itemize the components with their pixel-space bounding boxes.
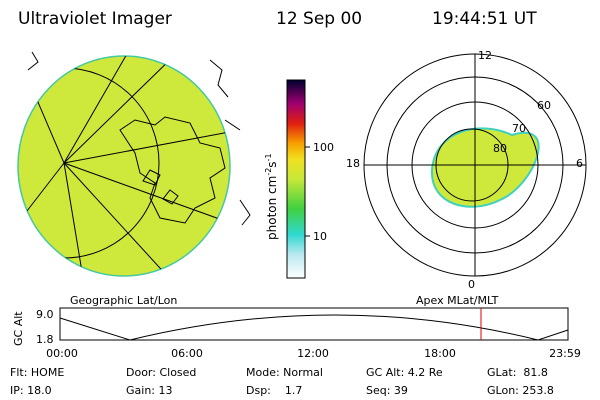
mlt-label: 12 — [478, 49, 492, 62]
x-tick-label: 06:00 — [171, 347, 203, 360]
lat-label: 60 — [537, 99, 551, 112]
panel-label: Geographic Lat/Lon — [70, 294, 177, 307]
unit-part: photon cm — [265, 176, 279, 240]
x-ticks: 00:00 06:00 12:00 18:00 23:59 — [46, 347, 581, 360]
panel-label: Apex MLat/MLT — [416, 294, 499, 307]
unit-exponent: -2 — [264, 168, 273, 176]
altitude-plot-frame — [59, 307, 569, 341]
status-field: GLat: 81.8 — [487, 366, 548, 379]
status-field: GLon: 253.8 — [487, 384, 554, 397]
status-field: Dsp: 1.7 — [246, 384, 302, 397]
status-field: GC Alt: 4.2 Re — [366, 366, 443, 379]
x-tick-label: 23:59 — [549, 347, 581, 360]
title: Ultraviolet Imager — [18, 9, 172, 29]
polar-grid — [363, 53, 587, 277]
colorbar-tick-label: 10 — [313, 230, 327, 243]
time: 19:44:51 UT — [432, 9, 537, 29]
date: 12 Sep 00 — [276, 9, 362, 29]
lat-label: 80 — [493, 142, 507, 155]
status-bar: Flt: HOME Door: Closed Mode: Normal GC Alt:… — [10, 366, 554, 397]
status-field: Flt: HOME — [10, 366, 64, 379]
y-axis-label: GC Alt — [12, 311, 25, 346]
status-field: Gain: 13 — [126, 384, 173, 397]
color-bar — [286, 79, 306, 279]
unit-part: s — [265, 161, 279, 167]
altitude-curve — [59, 314, 569, 341]
status-field: Mode: Normal — [246, 366, 323, 379]
unit-exponent: -1 — [264, 153, 273, 161]
mlt-label: 0 — [468, 278, 475, 291]
x-tick-label: 12:00 — [297, 347, 329, 360]
status-field: IP: 18.0 — [10, 384, 52, 397]
colorbar-label: photon cm-2s-1 — [264, 153, 279, 240]
coastlines — [27, 51, 251, 226]
colorbar-tick-label: 100 — [313, 141, 334, 154]
mlt-label: 18 — [346, 157, 360, 170]
y-tick-label: 1.8 — [36, 333, 54, 346]
mlt-label: 6 — [576, 157, 583, 170]
x-tick-label: 00:00 — [46, 347, 78, 360]
status-field: Seq: 39 — [366, 384, 408, 397]
status-field: Door: Closed — [126, 366, 196, 379]
x-tick-label: 18:00 — [424, 347, 456, 360]
lat-label: 70 — [512, 122, 526, 135]
y-tick-label: 9.0 — [36, 308, 54, 321]
